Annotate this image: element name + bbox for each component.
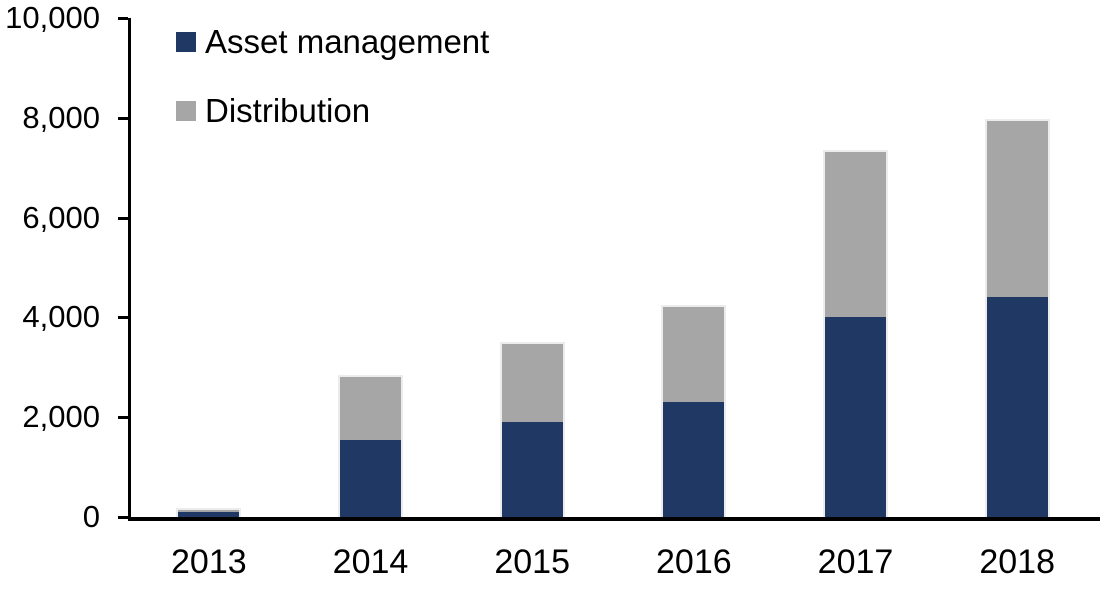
y-tick-label: 10,000 [5,0,100,35]
legend-swatch-asset-management [176,32,196,52]
y-tick [118,216,128,220]
y-tick [118,516,128,519]
legend-label-distribution: Distribution [205,92,371,129]
y-axis-line [128,18,131,521]
y-tick [118,116,128,120]
bar-segment-distribution-2016 [661,304,727,403]
y-tick [118,17,128,20]
y-tick-label: 8,000 [22,99,100,135]
bar-segment-asset-management-2014 [338,439,403,517]
y-tick-label: 2,000 [22,399,100,435]
x-tick-label-2018: 2018 [979,543,1055,581]
legend-label-asset-management: Asset management [205,23,490,60]
y-tick [118,316,128,320]
legend-item-distribution: Distribution [176,91,489,131]
y-tick-label: 0 [82,499,100,534]
y-tick-label: 6,000 [22,199,100,235]
bar-segment-asset-management-2018 [984,297,1050,517]
x-tick-label-2016: 2016 [656,543,732,581]
bar-segment-distribution-2013 [176,507,242,512]
x-tick-label-2015: 2015 [494,543,570,581]
x-axis-line [128,517,1100,521]
legend-swatch-distribution [176,101,196,121]
bar-segment-asset-management-2015 [499,422,565,517]
legend-item-asset-management: Asset management [176,22,489,62]
bar-segment-asset-management-2017 [823,317,888,517]
y-tick [118,416,128,420]
bar-segment-asset-management-2016 [661,402,727,517]
x-tick-label-2017: 2017 [817,543,894,581]
y-tick-label: 4,000 [22,299,100,335]
bar-segment-distribution-2015 [499,342,565,423]
legend: Asset management Distribution [176,22,489,131]
bar-segment-distribution-2014 [338,374,403,440]
bar-segment-distribution-2017 [823,150,888,318]
bar-segment-distribution-2018 [984,119,1050,298]
x-tick-label-2013: 2013 [171,543,247,581]
x-tick-label-2014: 2014 [332,543,409,581]
bar-segment-asset-management-2013 [176,512,242,517]
